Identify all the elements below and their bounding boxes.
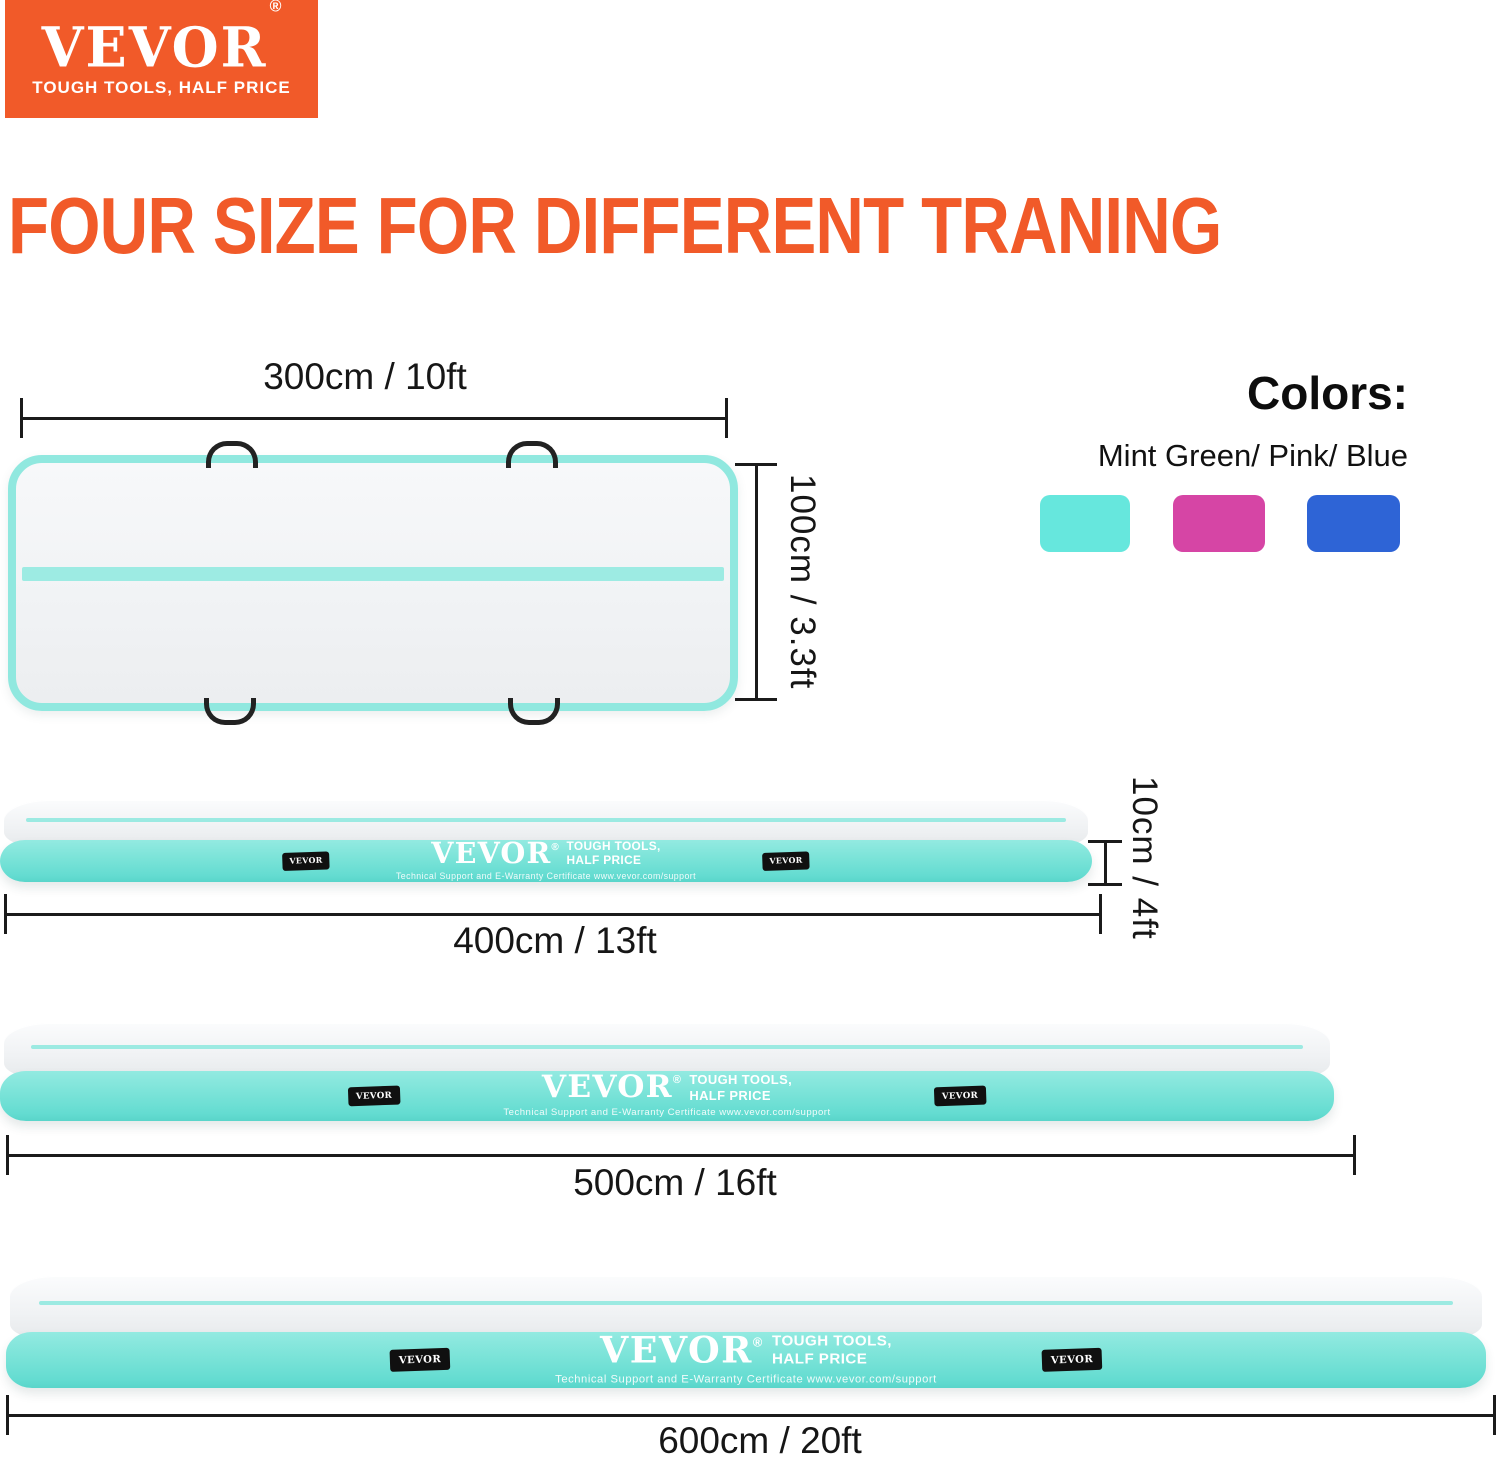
color-swatch-blue [1307,495,1400,552]
dim-label-100cm: 100cm / 3.3ft [783,474,822,690]
logo-tagline: TOUGH TOOLS, HALF PRICE [32,78,291,97]
page-title: FOUR SIZE FOR DIFFERENT TRANING [8,181,1222,270]
registered-mark-icon: ® [269,0,284,16]
mat-branding: VEVOR® TOUGH TOOLS, HALF PRICE Technical… [503,1069,831,1119]
color-swatch-pink [1173,495,1265,552]
handle-icon [506,441,558,468]
dim-line-300cm [20,398,728,438]
vevor-patch: VEVOR [281,851,330,871]
mat-600-side-view: VEVOR VEVOR VEVOR® TOUGH TOOLS, HALF PRI… [6,1276,1486,1388]
handle-icon [204,698,256,725]
colors-title: Colors: [1247,367,1408,419]
vevor-patch: VEVOR [347,1085,400,1107]
mat-400-side-view: VEVOR VEVOR VEVOR® TOUGH TOOLS, HALF PRI… [0,800,1092,882]
handle-icon [508,698,560,725]
mat-top-surface [10,1276,1482,1338]
dim-label-500cm: 500cm / 16ft [573,1162,777,1203]
mat-center-stripe [22,567,724,581]
mat-front-surface: VEVOR VEVOR VEVOR® TOUGH TOOLS, HALF PRI… [0,1071,1334,1121]
mat-front-surface: VEVOR VEVOR VEVOR® TOUGH TOOLS, HALF PRI… [0,839,1092,882]
brand-wordmark: VEVOR® [541,1069,683,1106]
vevor-patch: VEVOR [389,1347,451,1373]
brand-tagline: TOUGH TOOLS, HALF PRICE [689,1072,793,1103]
brand-tagline: TOUGH TOOLS, HALF PRICE [566,839,661,868]
color-swatch-mint-green [1040,495,1130,552]
mat-300-top-view [8,441,738,725]
mat-branding: VEVOR® TOUGH TOOLS, HALF PRICE Technical… [555,1328,937,1386]
dim-label-10cm: 10cm / 4ft [1125,776,1164,940]
brand-wordmark: VEVOR® [431,836,560,871]
dim-label-400cm: 400cm / 13ft [453,920,657,961]
vevor-patch: VEVOR [762,851,811,871]
vevor-patch: VEVOR [934,1085,987,1107]
logo-brand-text: VEVOR® [41,0,284,80]
mat-branding: VEVOR® TOUGH TOOLS, HALF PRICE Technical… [396,839,696,881]
vevor-logo: VEVOR® TOUGH TOOLS, HALF PRICE [5,0,318,118]
handle-icon [206,441,258,468]
mat-top-surface [4,1023,1330,1077]
brand-small-print: Technical Support and E-Warranty Certifi… [503,1107,831,1119]
vevor-patch: VEVOR [1041,1347,1103,1373]
mat-center-stripe [39,1300,1453,1305]
brand-small-print: Technical Support and E-Warranty Certifi… [395,871,697,882]
dim-line-400cm [4,894,1102,934]
brand-wordmark: VEVOR® [600,1328,764,1372]
mat-center-stripe [30,1044,1304,1049]
dim-line-100cm [735,463,777,701]
mat-front-surface: VEVOR VEVOR VEVOR® TOUGH TOOLS, HALF PRI… [6,1332,1486,1388]
dim-line-600cm [6,1395,1496,1435]
colors-names: Mint Green/ Pink/ Blue [1097,438,1408,473]
brand-tagline: TOUGH TOOLS, HALF PRICE [772,1332,892,1368]
dim-line-500cm [6,1135,1356,1175]
mat-center-stripe [25,818,1067,823]
mat-top-surface [4,800,1088,846]
dim-line-10cm [1088,840,1122,886]
mat-500-side-view: VEVOR VEVOR VEVOR® TOUGH TOOLS, HALF PRI… [0,1023,1334,1121]
dim-label-600cm: 600cm / 20ft [658,1420,862,1461]
dim-label-300cm: 300cm / 10ft [263,356,467,397]
brand-small-print: Technical Support and E-Warranty Certifi… [555,1373,937,1386]
